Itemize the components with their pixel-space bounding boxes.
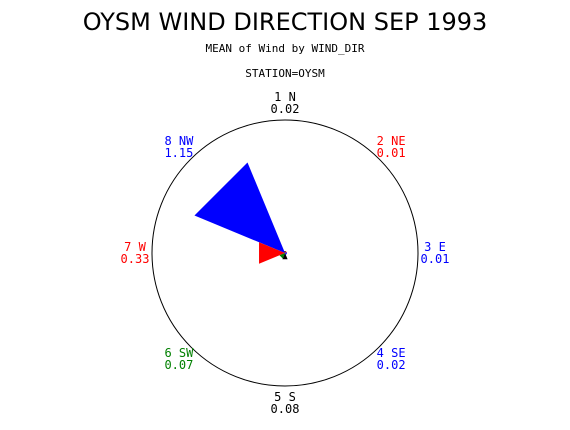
direction-value-se: 0.02	[377, 358, 406, 372]
direction-value-w: 0.33	[121, 252, 150, 266]
wind-wedges	[194, 162, 288, 264]
wedge-s	[282, 253, 288, 260]
direction-value-s: 0.08	[271, 402, 300, 416]
wedge-sw	[279, 253, 285, 259]
direction-value-n: 0.02	[271, 102, 300, 116]
direction-name-sw: 6 SW	[164, 346, 194, 360]
chart-title: OYSM WIND DIRECTION SEP 1993	[83, 8, 488, 36]
direction-name-nw: 8 NW	[164, 134, 194, 148]
compass-circle	[151, 119, 419, 387]
wedge-ne	[285, 251, 287, 253]
wedge-se	[285, 253, 287, 255]
direction-value-sw: 0.07	[164, 358, 193, 372]
wedge-e	[285, 252, 287, 254]
direction-name-w: 7 W	[124, 240, 146, 254]
wedge-w	[259, 242, 285, 264]
chart-subtitle: MEAN of Wind by WIND_DIR	[206, 42, 365, 55]
direction-name-s: 5 S	[274, 390, 296, 404]
direction-value-nw: 1.15	[164, 146, 193, 160]
wedge-nw	[194, 162, 285, 253]
direction-name-n: 1 N	[274, 90, 296, 104]
direction-name-e: 3 E	[424, 240, 446, 254]
wedge-n	[284, 251, 286, 253]
direction-labels: 1 N0.022 NE0.013 E0.014 SE0.025 S0.086 S…	[121, 90, 450, 416]
direction-name-ne: 2 NE	[377, 134, 406, 148]
direction-value-ne: 0.01	[377, 146, 406, 160]
direction-value-e: 0.01	[421, 252, 450, 266]
direction-name-se: 4 SE	[377, 346, 406, 360]
station-label: STATION=OYSM	[245, 67, 325, 80]
